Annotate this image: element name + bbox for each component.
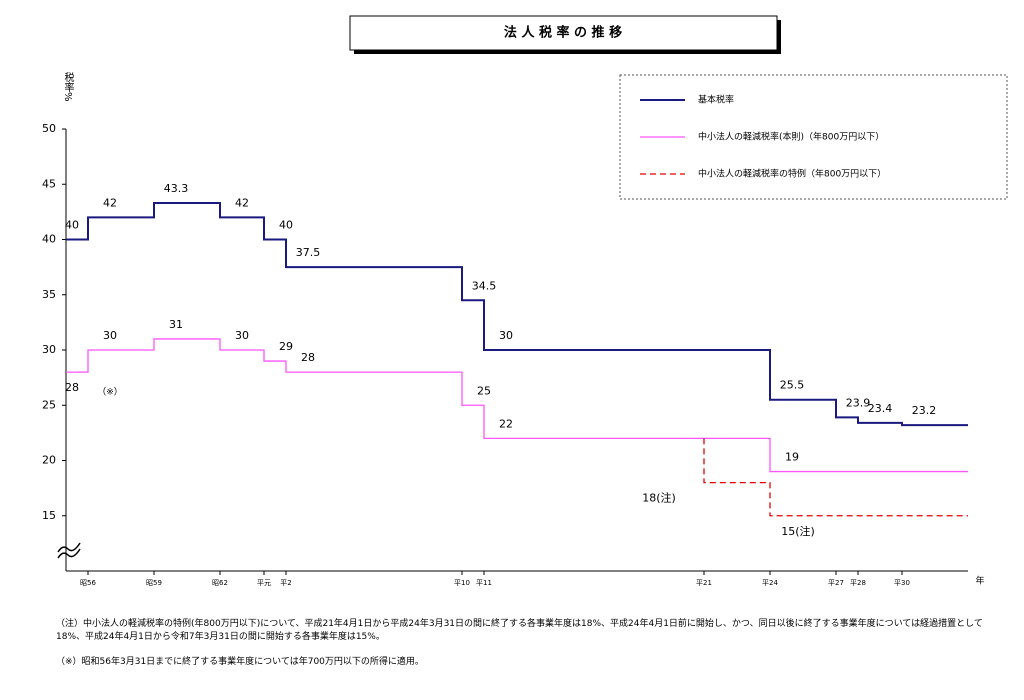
data-label: 30	[499, 329, 513, 342]
series-line	[66, 338, 968, 473]
footnote: （注）中小法人の軽減税率の特例(年800万円以下)について、平成21年4月1日か…	[56, 619, 983, 642]
annotation: （※）	[97, 387, 123, 398]
data-label: 23.4	[868, 402, 893, 415]
data-label: 19	[785, 451, 799, 464]
x-tick-label: 昭56	[80, 579, 96, 587]
data-label: 42	[235, 196, 249, 209]
x-tick-label: 平30	[894, 579, 910, 587]
legend-box	[619, 74, 1008, 200]
y-tick-label: 40	[42, 233, 56, 246]
y-tick-label: 25	[42, 398, 56, 411]
data-label: 29	[279, 340, 293, 353]
x-tick-label: 平28	[850, 579, 866, 587]
legend-label: 基本税率	[698, 94, 734, 106]
series-line	[703, 438, 968, 517]
y-tick-label: 15	[42, 509, 56, 522]
data-label: 28	[301, 351, 315, 364]
data-label: 34.5	[472, 279, 497, 292]
data-label: 18(注)	[642, 491, 676, 505]
x-tick-label: 昭59	[146, 579, 162, 587]
y-tick-label: 45	[42, 177, 56, 190]
data-label: 30	[235, 329, 249, 342]
x-tick-label: 平10	[454, 579, 470, 587]
legend-label: 中小法人の軽減税率の特例（年800万円以下）	[698, 168, 886, 180]
data-label: 31	[169, 318, 183, 331]
y-axis-label: 税率%	[62, 71, 74, 102]
x-tick-label: 平24	[762, 579, 778, 587]
footnote: （※）昭和56年3月31日までに終了する事業年度については年700万円以下の所得…	[56, 657, 424, 667]
chart: 法 人 税 率 の 推 移 税率% 年 15 20 25 30 35 40 45 50 昭56 昭…	[42, 15, 1008, 587]
y-tick-label: 20	[42, 454, 56, 467]
data-label: 30	[103, 329, 117, 342]
x-tick-label: 平11	[476, 579, 492, 587]
data-label: 25	[477, 384, 491, 397]
data-label: 43.3	[164, 182, 189, 195]
data-label: 23.2	[912, 404, 937, 417]
x-tick-label: 平27	[828, 579, 844, 587]
data-label: 23.9	[846, 396, 871, 409]
x-tick-label: 平元	[257, 579, 271, 587]
x-tick-label: 昭62	[212, 579, 228, 587]
y-tick-label: 30	[42, 343, 56, 356]
legend-label: 中小法人の軽減税率(本則)（年800万円以下）	[698, 131, 884, 143]
x-axis-label: 年	[975, 575, 984, 587]
x-tick-label: 平2	[280, 579, 291, 587]
axis-break	[57, 542, 81, 559]
chart-title: 法 人 税 率 の 推 移	[504, 25, 622, 41]
data-label: 28	[65, 381, 79, 394]
y-tick-label: 50	[42, 122, 56, 135]
data-label: 40	[279, 219, 293, 232]
data-label: 37.5	[296, 246, 321, 259]
data-label: 22	[499, 417, 513, 430]
title-box	[349, 15, 778, 51]
data-label: 25.5	[780, 379, 805, 392]
data-label: 15(注)	[781, 524, 815, 538]
data-label: 40	[65, 219, 79, 232]
x-tick-label: 平21	[696, 579, 712, 587]
series-line	[66, 202, 968, 427]
data-label: 42	[103, 196, 117, 209]
y-tick-label: 35	[42, 288, 56, 301]
